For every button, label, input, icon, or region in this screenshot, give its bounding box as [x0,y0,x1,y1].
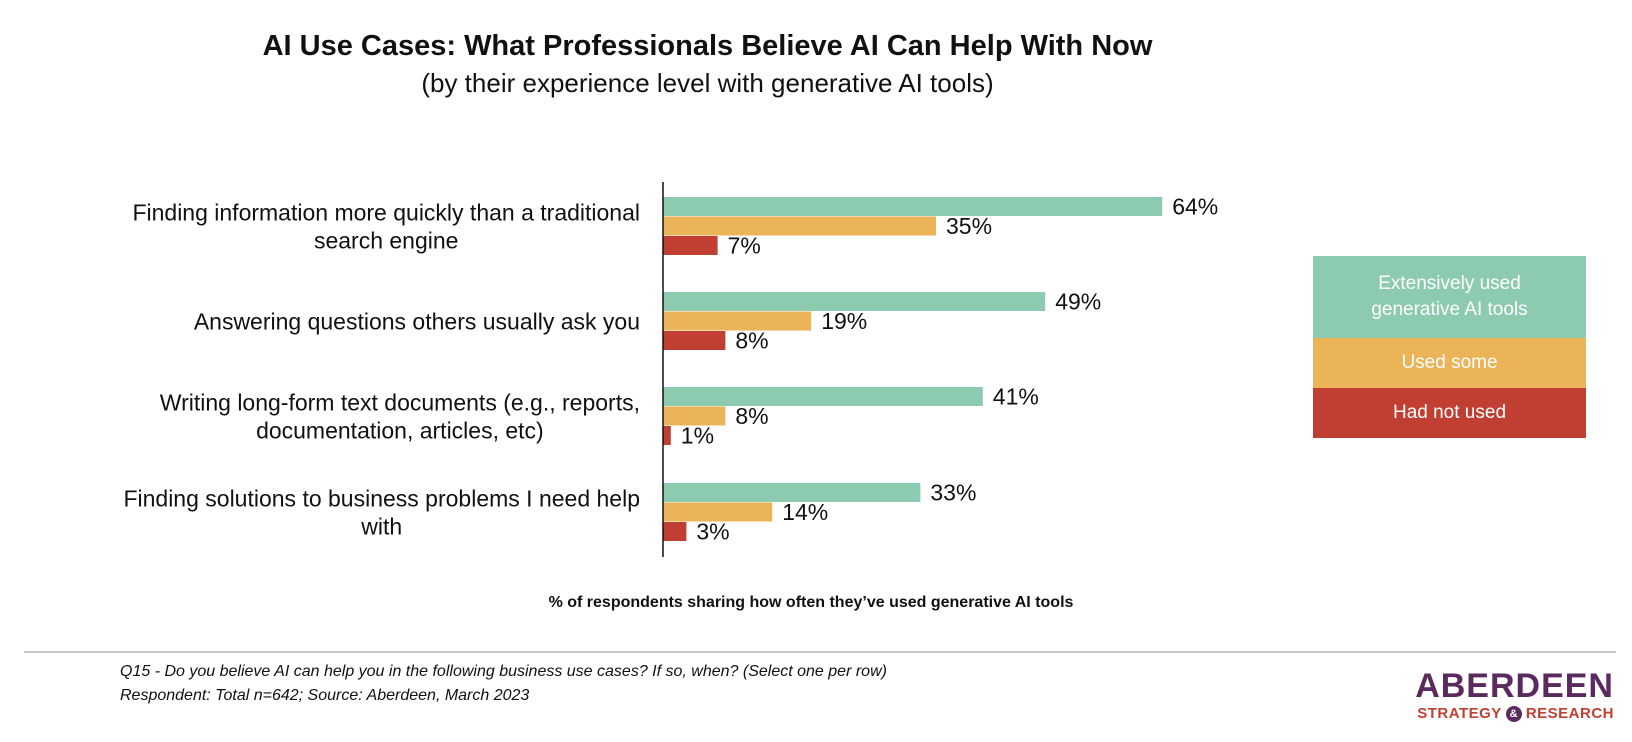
value-label: 7% [728,233,761,259]
bar-2-series-1 [663,292,1046,311]
bar-1-series-2 [663,216,936,236]
footnote: Q15 - Do you believe AI can help you in … [120,660,887,708]
bar-4-series-1 [663,483,921,502]
bar-4-series-2 [663,502,773,522]
category-label: Finding solutions to business problems I… [123,485,640,539]
legend-item: Used some [1313,338,1586,388]
category-label: Answering questions others usually ask y… [194,308,640,334]
aberdeen-logo: ABERDEEN STRATEGY & RESEARCH [1415,668,1614,724]
bar-2-series-2 [663,311,812,331]
bar-3-series-3 [663,426,671,445]
bar-4-series-3 [663,522,687,541]
value-label: 8% [735,328,768,354]
footnote-question: Q15 - Do you believe AI can help you in … [120,663,887,680]
footnote-source: Respondent: Total n=642; Source: Aberdee… [120,687,530,704]
value-label: 64% [1172,194,1218,220]
bar-3-series-1 [663,387,983,406]
category-label: Finding information more quickly than a … [132,199,640,253]
category-label: Writing long-form text documents (e.g., … [160,389,640,443]
footer-divider [24,651,1616,653]
value-label: 19% [821,308,867,334]
value-label: 35% [946,213,992,239]
logo-tagline-right: RESEARCH [1525,705,1614,722]
chart-title: AI Use Cases: What Professionals Believe… [262,30,1153,62]
legend-label: Extensively used generative AI tools [1371,273,1528,320]
chart-subtitle: (by their experience level with generati… [421,68,994,98]
value-label: 1% [681,423,714,449]
legend-item: Extensively used generative AI tools [1313,256,1586,338]
value-label: 33% [930,480,976,506]
legend: Extensively used generative AI tools Used … [1313,256,1586,438]
logo-tagline-left: STRATEGY [1417,705,1502,722]
value-label: 14% [782,499,828,525]
value-label: 8% [735,403,768,429]
bar-2-series-3 [663,331,726,350]
value-label: 41% [993,384,1039,410]
value-label: 3% [696,519,729,545]
value-label: 49% [1055,289,1101,315]
bar-chart: 64% 35% 7% Finding information more quickly… [123,182,1218,557]
bar-1-series-1 [663,197,1163,216]
bar-1-series-3 [663,236,718,255]
logo-tagline: STRATEGY & RESEARCH [1415,704,1614,724]
legend-item: Had not used [1313,388,1586,438]
x-axis-label: % of respondents sharing how often they’… [548,594,1074,611]
bar-3-series-2 [663,406,726,426]
logo-wordmark: ABERDEEN [1415,667,1614,705]
legend-label: Had not used [1392,402,1507,423]
legend-label: Used some [1401,352,1498,373]
logo-ampersand-icon: & [1505,706,1522,722]
